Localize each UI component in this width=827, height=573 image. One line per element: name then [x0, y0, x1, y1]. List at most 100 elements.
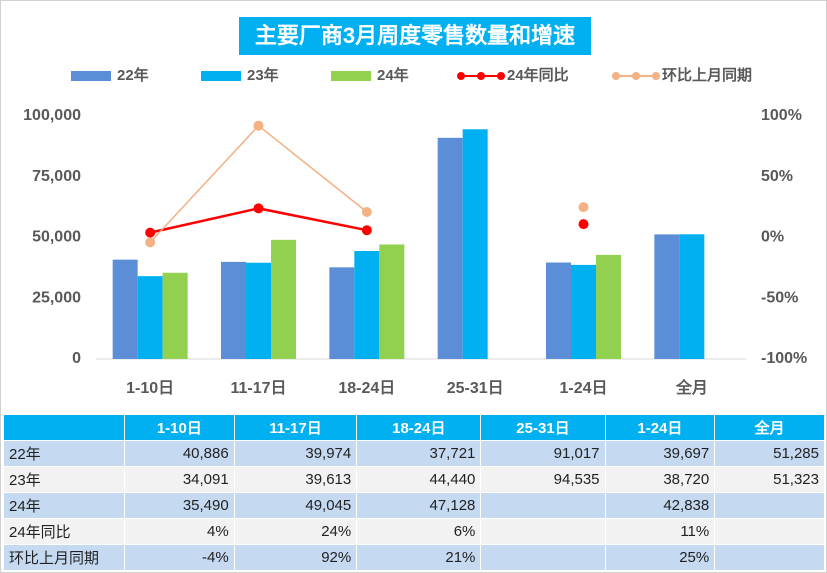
table-cell: 42,838: [604, 492, 716, 519]
line-point: [253, 120, 264, 131]
x-tick-label: 25-31日: [447, 379, 504, 397]
bar: [221, 261, 246, 359]
bar: [654, 234, 680, 359]
table-row: 23年 34,091 39,613 44,440 94,535 38,720 51,323: [3, 466, 825, 493]
x-tick-label: 18-24日: [338, 379, 395, 397]
bar: [246, 262, 271, 359]
chart-title: 主要厂商3月周度零售数量和增速: [255, 23, 575, 48]
table-cell: 1-10日: [124, 414, 235, 441]
table-cell: 92%: [233, 544, 358, 571]
y-tick-label: 100,000: [23, 107, 81, 124]
bar: [571, 264, 596, 359]
y-tick-label: 75,000: [32, 168, 81, 185]
x-tick-label: 1-24日: [559, 379, 607, 397]
table-header: 1-10日 11-17日 18-24日 25-31日 1-24日 全月: [3, 414, 825, 441]
table-cell: 40,886: [124, 440, 235, 467]
table-cell: [480, 492, 606, 519]
table-cell: 34,091: [124, 466, 235, 493]
table-cell: 24年: [3, 492, 125, 519]
table-cell: 38,720: [604, 466, 716, 493]
table-cell: 39,974: [233, 440, 358, 467]
table-cell: 39,697: [604, 440, 716, 467]
table-cell: [480, 544, 606, 571]
bar: [379, 244, 405, 359]
table-cell: 39,613: [233, 466, 358, 493]
bar: [546, 262, 571, 359]
table-cell: 21%: [356, 544, 482, 571]
table-row: 环比上月同期 -4% 92% 21% 25%: [3, 544, 825, 571]
table-cell: 47,128: [356, 492, 482, 519]
table-cell: 49,045: [233, 492, 358, 519]
bar: [271, 239, 296, 359]
table-cell: 24%: [233, 518, 358, 545]
legend-label: 24年同比: [507, 66, 569, 84]
bar: [354, 251, 380, 359]
table-cell: 37,721: [356, 440, 482, 467]
table-cell: 51,285: [714, 440, 825, 467]
legend-swatch: [71, 71, 111, 81]
legend-label: 24年: [377, 66, 409, 84]
table-cell: 25%: [604, 544, 716, 571]
legend-label: 23年: [247, 66, 279, 84]
legend-dot: [612, 72, 620, 80]
data-table: 1-10日 11-17日 18-24日 25-31日 1-24日 全月 22年 40,886 3…: [3, 414, 825, 571]
y-tick-label: 50,000: [32, 229, 81, 246]
table-row: 22年 40,886 39,974 37,721 91,017 39,697 51,285: [3, 440, 825, 467]
table-cell: 44,440: [356, 466, 482, 493]
legend-dot: [497, 72, 505, 80]
x-tick-label: 全月: [675, 378, 708, 397]
bar: [596, 254, 621, 359]
table-cell: 35,490: [124, 492, 235, 519]
table-cell: 91,017: [480, 440, 606, 467]
table-cell: [714, 492, 825, 519]
y2-tick-label: -100%: [761, 350, 807, 367]
line-point: [578, 219, 589, 230]
table-cell: 24年同比: [3, 518, 125, 545]
table-cell: 94,535: [480, 466, 606, 493]
bar: [112, 259, 138, 359]
legend-label: 环比上月同期: [662, 66, 752, 84]
legend-dot: [457, 72, 465, 80]
legend-dot: [477, 72, 485, 80]
bar: [162, 272, 188, 359]
title-box: [239, 17, 591, 55]
line-point: [145, 227, 156, 238]
table-row: 24年 35,490 49,045 47,128 42,838: [3, 492, 825, 519]
table-cell: 1-24日: [604, 414, 716, 441]
legend-dot: [632, 72, 640, 80]
table-cell: 4%: [124, 518, 235, 545]
line-point: [361, 206, 372, 217]
line-point: [145, 237, 156, 248]
line-point: [578, 202, 589, 213]
table-cell: [714, 544, 825, 571]
bar: [679, 234, 705, 359]
line-point: [361, 225, 372, 236]
table-cell: 51,323: [714, 466, 825, 493]
table-cell: 22年: [3, 440, 125, 467]
y2-tick-label: 0%: [761, 229, 784, 246]
table-row: 24年同比 4% 24% 6% 11%: [3, 518, 825, 545]
legend-swatch: [201, 71, 241, 81]
bar: [137, 276, 163, 359]
table-cell: [714, 518, 825, 545]
table-cell: 18-24日: [356, 414, 482, 441]
table-cell: 全月: [714, 414, 825, 441]
legend-dot: [652, 72, 660, 80]
legend-label: 22年: [117, 66, 149, 84]
line: [150, 126, 583, 243]
y-tick-label: 25,000: [32, 289, 81, 306]
line-point: [253, 203, 264, 214]
y2-tick-label: -50%: [761, 289, 798, 306]
table-cell: 23年: [3, 466, 125, 493]
x-tick-label: 1-10日: [126, 379, 174, 397]
table-cell: 环比上月同期: [3, 544, 125, 571]
table-cell: [3, 414, 125, 441]
y-tick-label: 0: [72, 350, 81, 367]
legend-swatch: [331, 71, 371, 81]
chart: 主要厂商3月周度零售数量和增速 0 25,000 50,000 75,000 100,0…: [23, 17, 807, 397]
x-tick-label: 11-17日: [230, 379, 286, 397]
y2-tick-label: 100%: [761, 107, 802, 124]
table-cell: 25-31日: [480, 414, 606, 441]
bar: [329, 267, 355, 359]
